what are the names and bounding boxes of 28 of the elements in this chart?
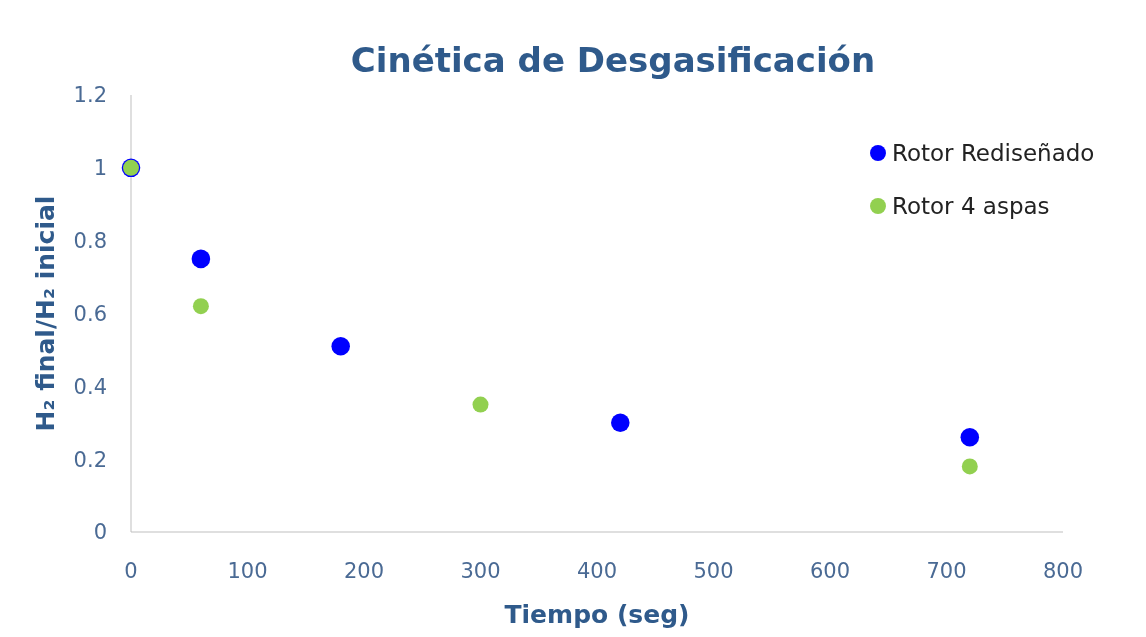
point <box>472 396 489 413</box>
point <box>191 249 211 269</box>
x-tick-label: 300 <box>460 559 501 583</box>
legend-label: Rotor 4 aspas <box>892 193 1050 220</box>
x-axis-title: Tiempo (seg) <box>504 600 690 629</box>
point <box>611 413 630 432</box>
y-tick-label: 0.4 <box>73 374 107 399</box>
point <box>960 428 980 447</box>
y-axis-title: H₂ final/H₂ inicial <box>31 195 60 432</box>
y-tick-label: 0.6 <box>73 301 107 326</box>
y-tick-label: 1.2 <box>73 83 107 108</box>
x-tick-label: 200 <box>343 559 385 583</box>
x-tick-label: 800 <box>1042 559 1084 583</box>
x-tick-label: 400 <box>576 559 618 583</box>
y-tick-label: 1 <box>93 156 107 181</box>
x-tick-label: 0 <box>124 559 138 583</box>
point <box>331 337 350 356</box>
x-tick-label: 100 <box>227 559 268 583</box>
x-tick-label: 600 <box>809 559 851 583</box>
y-tick-label: 0.2 <box>73 447 107 472</box>
x-tick-label: 700 <box>926 559 967 583</box>
x-tick-label: 500 <box>693 559 734 583</box>
y-tick-label: 0 <box>93 520 107 545</box>
y-tick-label: 0.8 <box>73 229 107 254</box>
point <box>192 298 209 315</box>
point <box>961 458 978 475</box>
legend-label: Rotor Rediseñado <box>892 140 1095 167</box>
chart-title: Cinética de Desgasificación <box>350 40 876 80</box>
